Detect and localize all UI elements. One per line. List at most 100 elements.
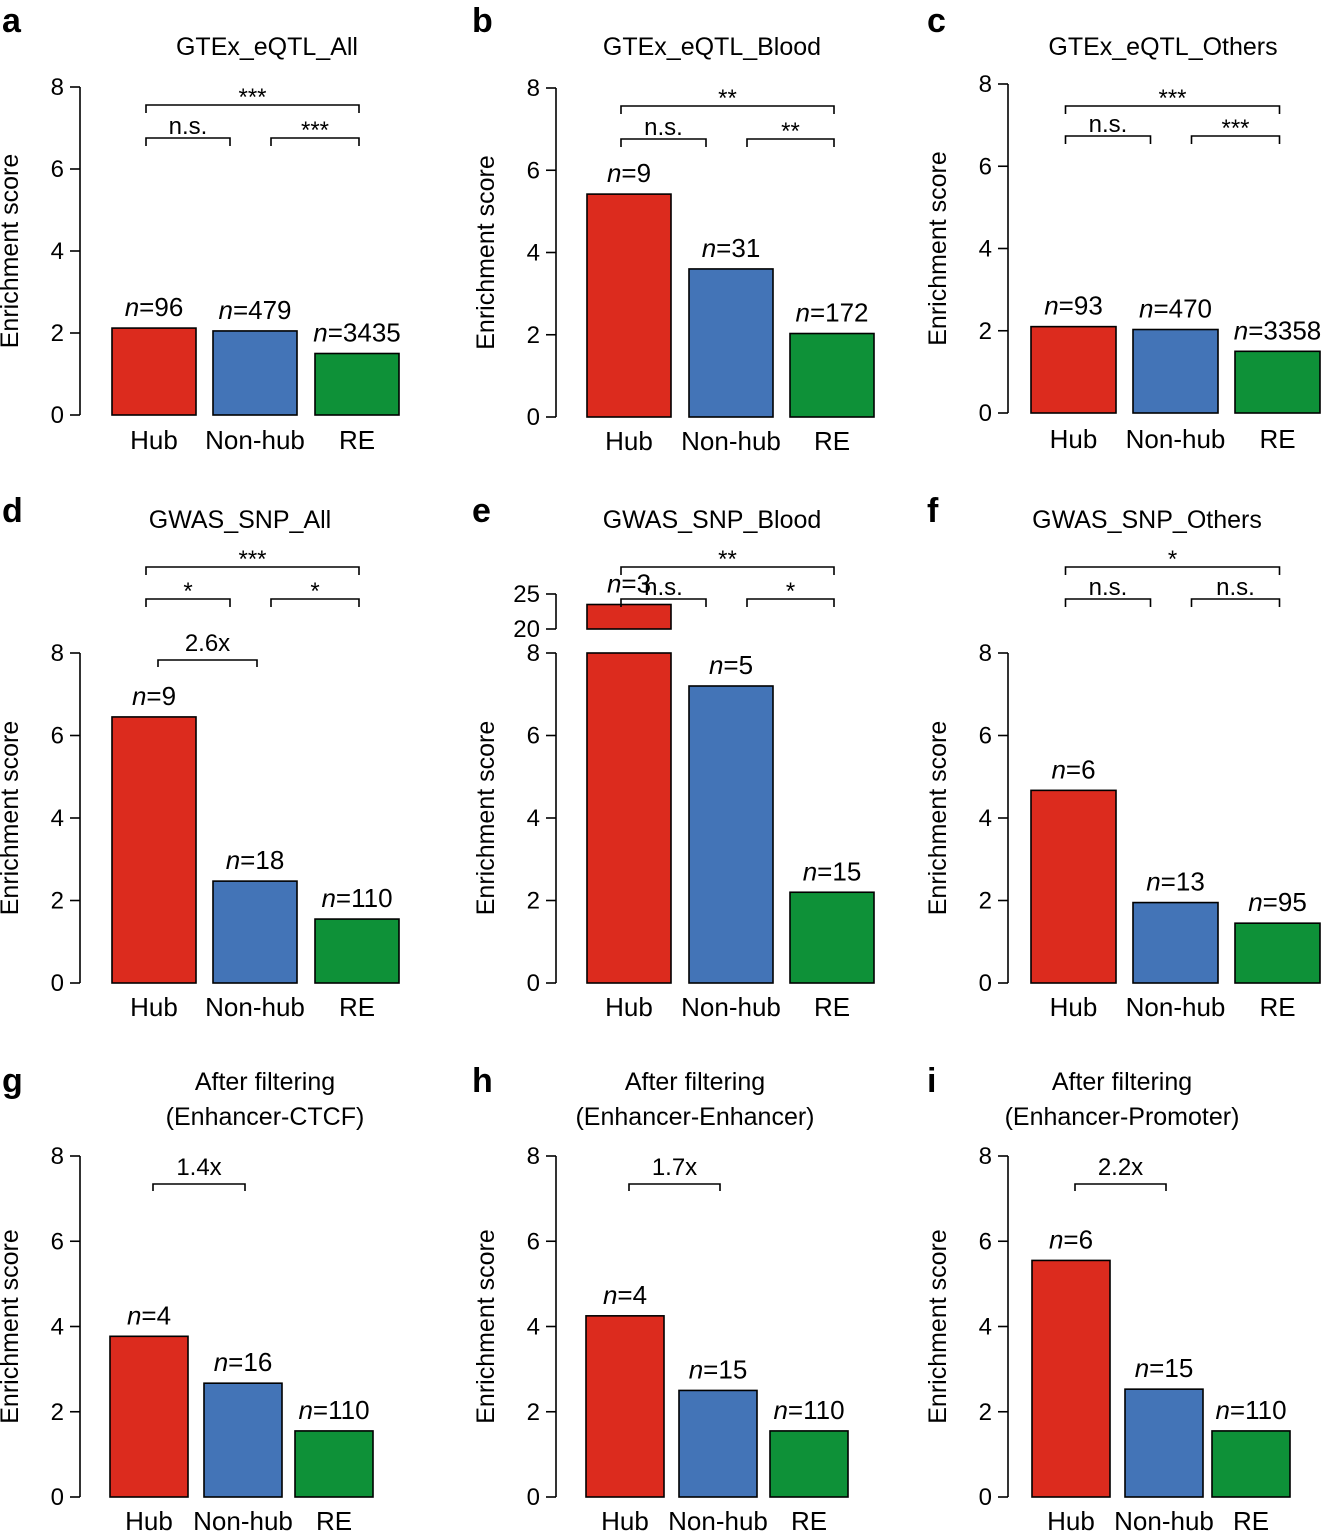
panel-title: GTEx_eQTL_Blood (603, 33, 821, 61)
n-value: =4 (617, 1280, 647, 1310)
bar-re (314, 352, 400, 416)
significance-bracket (270, 137, 360, 146)
significance-label: * (1168, 546, 1177, 573)
panel-a: a GTEx_eQTL_All 0 2 4 6 8 Enrichment score Hub No… (0, 2, 401, 455)
y-axis-label: Enrichment score (924, 151, 952, 346)
category-label-hub: Hub (130, 992, 178, 1022)
bar-non-hub (1132, 901, 1219, 984)
significance-label: *** (238, 84, 266, 111)
panel-title: GWAS_SNP_Others (1032, 506, 1262, 534)
significance-bracket (620, 598, 707, 607)
bar-hub (586, 652, 672, 984)
bar-non-hub (1124, 1388, 1204, 1498)
y-tick-label: 6 (979, 153, 992, 180)
n-label-re: n=110 (321, 883, 392, 913)
panel-c: c GTEx_eQTL_Others 0 2 4 6 8 Enrichment score Hu… (924, 2, 1321, 454)
n-symbol: n (803, 856, 817, 886)
significance-bracket (145, 598, 231, 607)
n-symbol: n (709, 650, 723, 680)
n-value: =6 (1066, 754, 1096, 784)
panel-letter: a (2, 2, 22, 40)
bar-hub-upper (586, 603, 672, 630)
panel-title: (Enhancer-Enhancer) (575, 1103, 814, 1131)
category-label-hub: Hub (605, 426, 653, 456)
y-tick-label: 8 (51, 640, 64, 667)
bar-non-hub (203, 1382, 283, 1498)
fold-change-bracket (628, 1183, 721, 1191)
significance-label: ** (718, 546, 737, 573)
y-tick-label: 0 (527, 1484, 540, 1511)
n-label-non-hub: n=31 (702, 233, 761, 263)
y-tick-label: 6 (51, 1228, 64, 1255)
panel-title: GTEx_eQTL_All (176, 33, 358, 61)
significance-label: ** (718, 85, 737, 112)
y-tick-label: 8 (979, 1143, 992, 1170)
significance-label: n.s. (1216, 574, 1255, 601)
n-value: =9 (146, 681, 176, 711)
y-tick-label: 0 (51, 402, 64, 429)
y-tick-label: 4 (527, 1314, 540, 1341)
significance-bracket (1064, 105, 1281, 114)
category-label-re: RE (791, 1506, 827, 1532)
significance-label: *** (238, 546, 266, 573)
significance-bracket (746, 598, 835, 607)
fold-change-bracket (157, 659, 258, 667)
n-value: =110 (1230, 1395, 1287, 1425)
n-value: =93 (1059, 291, 1103, 321)
n-symbol: n (1044, 291, 1058, 321)
category-label-non-hub: Non-hub (681, 992, 781, 1022)
bar-hub (111, 716, 197, 984)
y-tick-label: 0 (979, 970, 992, 997)
n-value: =172 (810, 298, 869, 328)
n-value: =13 (1161, 867, 1205, 897)
n-label-hub: n=96 (125, 292, 184, 322)
n-label-non-hub: n=15 (1135, 1353, 1194, 1383)
y-axis-label: Enrichment score (0, 1229, 24, 1424)
y-tick-label: 2 (51, 888, 64, 915)
n-symbol: n (1146, 867, 1160, 897)
n-symbol: n (218, 295, 232, 325)
y-tick-label: 8 (527, 1143, 540, 1170)
n-symbol: n (702, 233, 716, 263)
category-label-hub: Hub (1050, 992, 1098, 1022)
panel-h: h After filtering (Enhancer-Enhancer) 0 2 4 6 8… (472, 1062, 849, 1532)
n-symbol: n (1139, 294, 1153, 324)
significance-bracket (270, 598, 360, 607)
category-label-re: RE (1233, 1506, 1269, 1532)
bar-non-hub (212, 330, 298, 416)
n-value: =110 (788, 1395, 845, 1425)
significance-label: *** (1221, 115, 1249, 142)
category-label-hub: Hub (130, 425, 178, 455)
bar-re (1234, 350, 1321, 414)
category-label-hub: Hub (601, 1506, 649, 1532)
n-label-non-hub: n=18 (226, 845, 285, 875)
y-tick-label: 4 (979, 1314, 992, 1341)
category-label-re: RE (339, 992, 375, 1022)
panel-letter: e (472, 492, 491, 530)
y-tick-label: 4 (51, 1314, 64, 1341)
panel-title: After filtering (1052, 1068, 1192, 1096)
y-tick-label: 0 (527, 970, 540, 997)
n-symbol: n (298, 1395, 312, 1425)
category-label-non-hub: Non-hub (205, 425, 305, 455)
n-label-re: n=172 (795, 298, 868, 328)
panel-letter: g (2, 1062, 23, 1100)
panel-title: (Enhancer-Promoter) (1005, 1103, 1240, 1131)
significance-bracket (1064, 566, 1281, 575)
bar-hub (586, 193, 672, 418)
n-value: =3358 (1248, 315, 1321, 345)
category-label-non-hub: Non-hub (193, 1506, 293, 1532)
bar-non-hub (688, 685, 774, 984)
n-value: =95 (1263, 887, 1307, 917)
n-symbol: n (1215, 1395, 1229, 1425)
y-tick-label: 2 (51, 320, 64, 347)
n-value: =16 (228, 1347, 272, 1377)
n-label-non-hub: n=470 (1139, 294, 1212, 324)
n-value: =470 (1153, 294, 1212, 324)
n-value: =6 (1063, 1224, 1093, 1254)
category-label-non-hub: Non-hub (1114, 1506, 1214, 1532)
n-label-re: n=15 (803, 856, 862, 886)
significance-label: n.s. (1089, 574, 1128, 601)
n-label-non-hub: n=16 (214, 1347, 273, 1377)
y-tick-label: 6 (979, 1228, 992, 1255)
